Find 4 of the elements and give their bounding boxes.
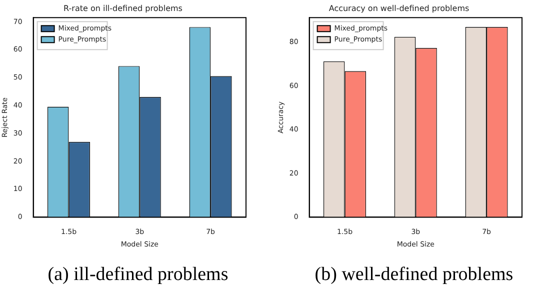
text: (a) ill-defined problems (46, 264, 230, 286)
chart-title: R-rate on ill-defined problems (64, 4, 182, 13)
text: (b) well-defined problems (314, 264, 514, 286)
chart-title: Accuracy on well-defined problems (328, 4, 470, 13)
